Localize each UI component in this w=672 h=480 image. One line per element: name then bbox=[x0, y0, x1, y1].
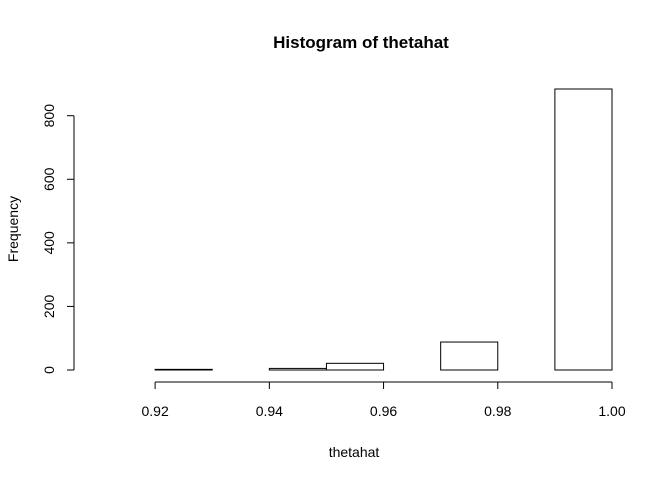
x-tick-label: 0.98 bbox=[484, 403, 511, 419]
histogram-bar bbox=[554, 88, 613, 371]
bars-group bbox=[154, 88, 613, 371]
x-axis-label: thetahat bbox=[329, 444, 380, 460]
chart-title: Histogram of thetahat bbox=[273, 33, 449, 52]
y-tick-label: 200 bbox=[41, 295, 57, 319]
y-tick-label: 400 bbox=[41, 231, 57, 255]
x-tick-label: 0.92 bbox=[141, 403, 168, 419]
y-axis-label: Frequency bbox=[5, 196, 21, 262]
y-axis: 0 200 400 600 800 bbox=[41, 104, 75, 374]
x-tick-label: 1.00 bbox=[598, 403, 625, 419]
histogram-bar bbox=[325, 362, 385, 371]
histogram-bar bbox=[440, 341, 499, 371]
histogram-bar bbox=[268, 367, 327, 371]
y-tick-label: 800 bbox=[41, 104, 57, 128]
x-tick-label: 0.96 bbox=[370, 403, 397, 419]
x-axis: 0.92 0.94 0.96 0.98 1.00 bbox=[141, 381, 626, 419]
y-tick-label: 0 bbox=[41, 366, 57, 374]
y-tick-label: 600 bbox=[41, 167, 57, 191]
x-tick-label: 0.94 bbox=[256, 403, 283, 419]
histogram-bar bbox=[154, 368, 213, 371]
